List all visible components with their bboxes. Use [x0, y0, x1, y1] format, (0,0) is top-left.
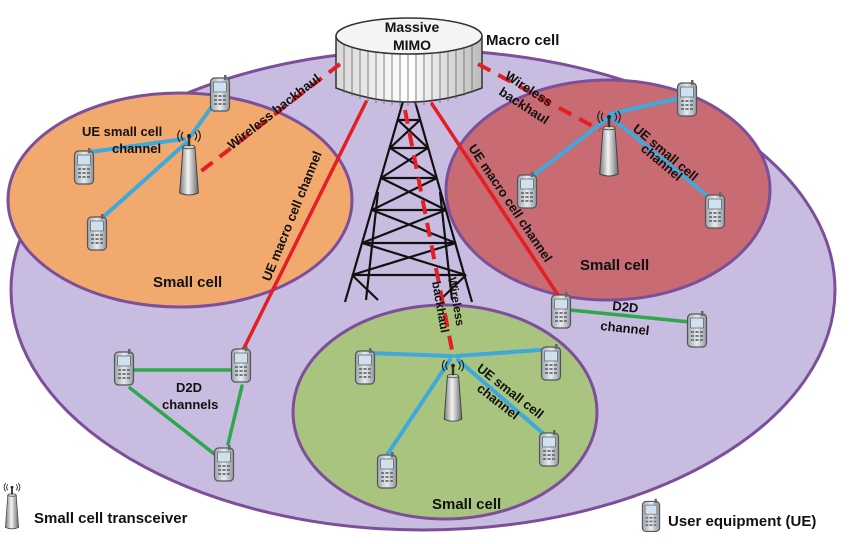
user-equipment-icon — [376, 452, 398, 489]
user-equipment-icon — [686, 311, 708, 348]
user-equipment-icon — [676, 80, 698, 117]
d2d-channel-label: channels — [162, 397, 218, 412]
legend-user-equipment: User equipment (UE) — [668, 513, 817, 530]
macro-cell-label: Macro cell — [486, 32, 559, 49]
user-equipment-icon — [213, 445, 235, 482]
user-equipment-icon — [73, 148, 95, 185]
user-equipment-icon — [209, 75, 231, 112]
massive-mimo-label: MIMO — [393, 37, 431, 53]
small-cell-transceiver-icon — [3, 482, 21, 530]
ue-small-cell-links — [88, 96, 712, 460]
user-equipment-icon — [538, 430, 560, 467]
wireless-backhaul-links — [198, 62, 601, 351]
user-equipment-icon — [354, 348, 376, 385]
small-cell-label: Small cell — [580, 257, 649, 274]
small-cell-label: Small cell — [432, 496, 501, 513]
user-equipment-icon — [641, 498, 661, 533]
ue-small-cell-channel-label: UE small cell — [82, 124, 162, 139]
d2d-channel-label: channel — [600, 318, 650, 338]
d2d-links — [128, 308, 692, 462]
user-equipment-icon — [113, 349, 135, 386]
user-equipment-icon — [550, 292, 572, 329]
user-equipment-icon — [540, 344, 562, 381]
legend-small-cell-transceiver: Small cell transceiver — [34, 510, 188, 527]
user-equipment-icon — [704, 192, 726, 229]
d2d-channel-label: D2D — [612, 298, 639, 316]
d2d-channel-label: D2D — [176, 380, 202, 395]
massive-mimo-label: Massive — [385, 19, 440, 35]
ue-macro-cell-links — [240, 100, 560, 354]
small-cell-label: Small cell — [153, 274, 222, 291]
massive-mimo-array-icon — [335, 17, 483, 106]
user-equipment-icon — [86, 214, 108, 251]
ue-small-cell-channel-label: channel — [112, 141, 161, 156]
user-equipment-icon — [230, 346, 252, 383]
small-cell-left-area — [6, 91, 354, 309]
